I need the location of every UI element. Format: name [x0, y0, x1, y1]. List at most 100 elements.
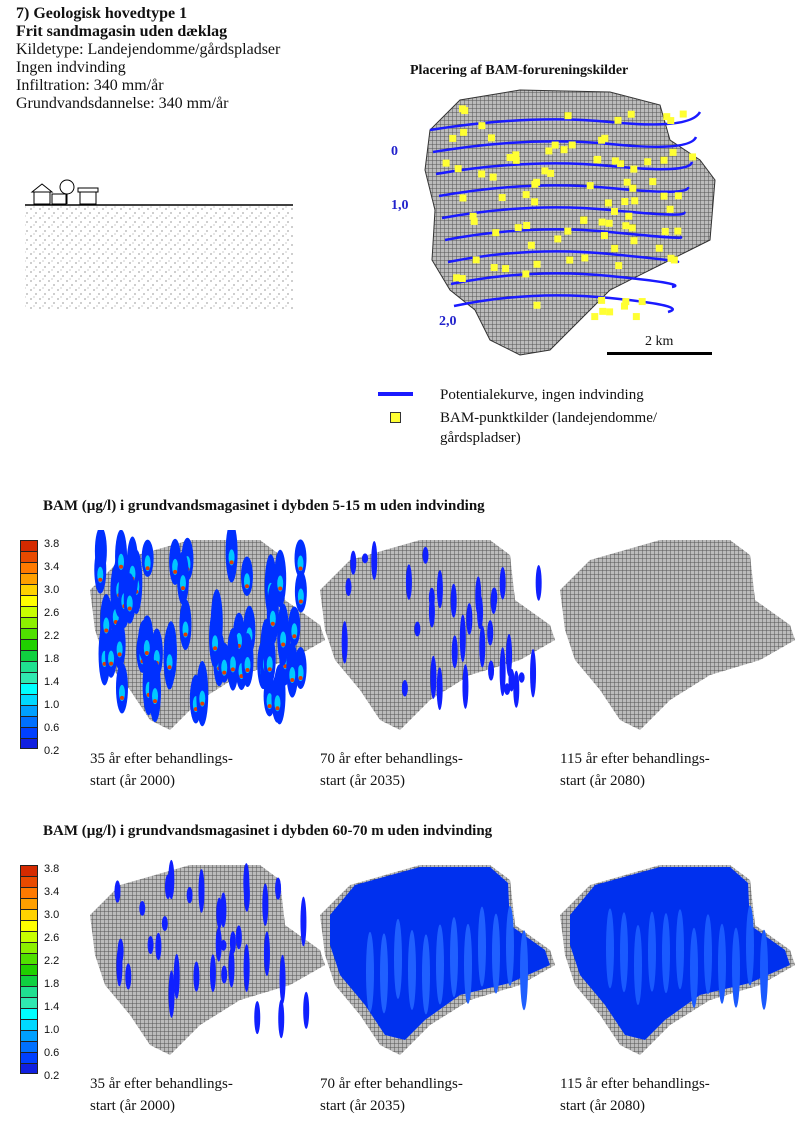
plume	[173, 953, 180, 999]
colorbar-bin	[20, 639, 38, 650]
colorbar-bin	[20, 986, 38, 997]
colorbar-label: 2.6	[44, 932, 60, 944]
map-caption: 115 år efter behandlings-	[560, 751, 710, 767]
colorbar-bin	[20, 562, 38, 573]
source-point	[522, 191, 530, 199]
plume	[422, 546, 429, 564]
plume	[513, 670, 520, 708]
map-caption: start (år 2080)	[560, 1098, 645, 1114]
colorbar-bin	[20, 551, 38, 562]
colorbar-bin	[20, 705, 38, 716]
point-legend-label: BAM-punktkilder (landejendomme/	[440, 410, 658, 426]
source-point	[523, 221, 531, 229]
colorbar-bin	[20, 909, 38, 920]
plume	[114, 880, 121, 903]
colorbar-bin	[20, 1052, 38, 1063]
plume	[235, 925, 242, 950]
source-point	[611, 157, 619, 165]
colorbar-label: 1.0	[44, 699, 60, 711]
extraction: Ingen indvinding	[16, 59, 126, 76]
map-caption: start (år 2035)	[320, 1098, 405, 1114]
source-point	[630, 237, 638, 245]
scale-bar	[607, 352, 712, 355]
source-point	[600, 232, 608, 240]
source-point	[615, 262, 623, 270]
plume	[147, 935, 154, 954]
plume	[161, 916, 168, 931]
colorbar-label: 3.0	[44, 584, 60, 596]
source-point	[568, 141, 576, 149]
source-point	[644, 158, 652, 166]
colorbar-label: 3.0	[44, 909, 60, 921]
source-point	[660, 192, 668, 200]
colorbar-bin	[20, 672, 38, 683]
source-point	[605, 219, 613, 227]
plume	[303, 991, 310, 1029]
source-point	[638, 298, 646, 306]
plume	[428, 596, 435, 628]
source-point	[488, 134, 496, 142]
source-point	[453, 274, 461, 282]
source-point	[506, 154, 514, 162]
plume	[345, 578, 352, 597]
source-point	[689, 153, 697, 161]
plume	[139, 901, 146, 916]
source-point	[545, 147, 553, 155]
source-point	[631, 197, 639, 205]
source-point	[502, 265, 510, 273]
source-point	[489, 173, 497, 181]
plume	[466, 603, 473, 635]
plume	[228, 947, 235, 988]
source-point	[649, 178, 657, 186]
colorbar-bin	[20, 876, 38, 887]
source-point	[514, 224, 522, 232]
colorbar-bin	[20, 920, 38, 931]
source-point	[623, 178, 631, 186]
colorbar-label: 1.4	[44, 1001, 60, 1013]
figure-heading: 7) Geologisk hovedtype 1	[16, 5, 188, 22]
plume	[243, 944, 250, 993]
source-point	[541, 167, 549, 175]
plume	[401, 679, 408, 697]
plume	[350, 550, 357, 575]
colorbar-bin	[20, 997, 38, 1008]
source-point	[512, 151, 520, 159]
plume	[198, 869, 205, 913]
source-point	[560, 146, 568, 154]
source-point	[661, 227, 669, 235]
map-caption: 115 år efter behandlings-	[560, 1076, 710, 1092]
plume	[193, 961, 200, 992]
source-point	[454, 165, 462, 173]
contour-line	[435, 161, 694, 176]
concentration-map	[90, 530, 325, 730]
source-point	[610, 207, 618, 215]
concentration-map	[560, 865, 795, 1055]
plume	[491, 587, 498, 608]
source-point	[667, 254, 675, 262]
source-point	[630, 165, 638, 173]
plume	[215, 926, 222, 962]
colorbar-label: 1.8	[44, 978, 60, 990]
source-point	[629, 184, 637, 192]
source-point	[622, 222, 630, 230]
source-point	[469, 212, 477, 220]
plume	[479, 625, 486, 668]
source-point	[611, 244, 619, 252]
source-point	[604, 199, 612, 207]
point-legend-label: gårdspladser)	[440, 430, 521, 446]
colorbar-bin	[20, 1063, 38, 1074]
source-point	[669, 148, 677, 156]
scale-label: 2 km	[645, 334, 674, 349]
colorbar-bin	[20, 617, 38, 628]
colorbar-bin	[20, 694, 38, 705]
colorbar-label: 0.2	[44, 745, 60, 757]
source-point	[564, 227, 572, 235]
section-title: BAM (µg/l) i grundvandsmagasinet i dybde…	[43, 823, 493, 839]
plume	[475, 576, 482, 615]
colorbar-bin	[20, 650, 38, 661]
source-point	[459, 194, 467, 202]
plume	[504, 683, 511, 696]
infiltration: Infiltration: 340 mm/år	[16, 77, 164, 94]
point-legend-swatch	[390, 412, 401, 423]
source-point	[551, 141, 559, 149]
